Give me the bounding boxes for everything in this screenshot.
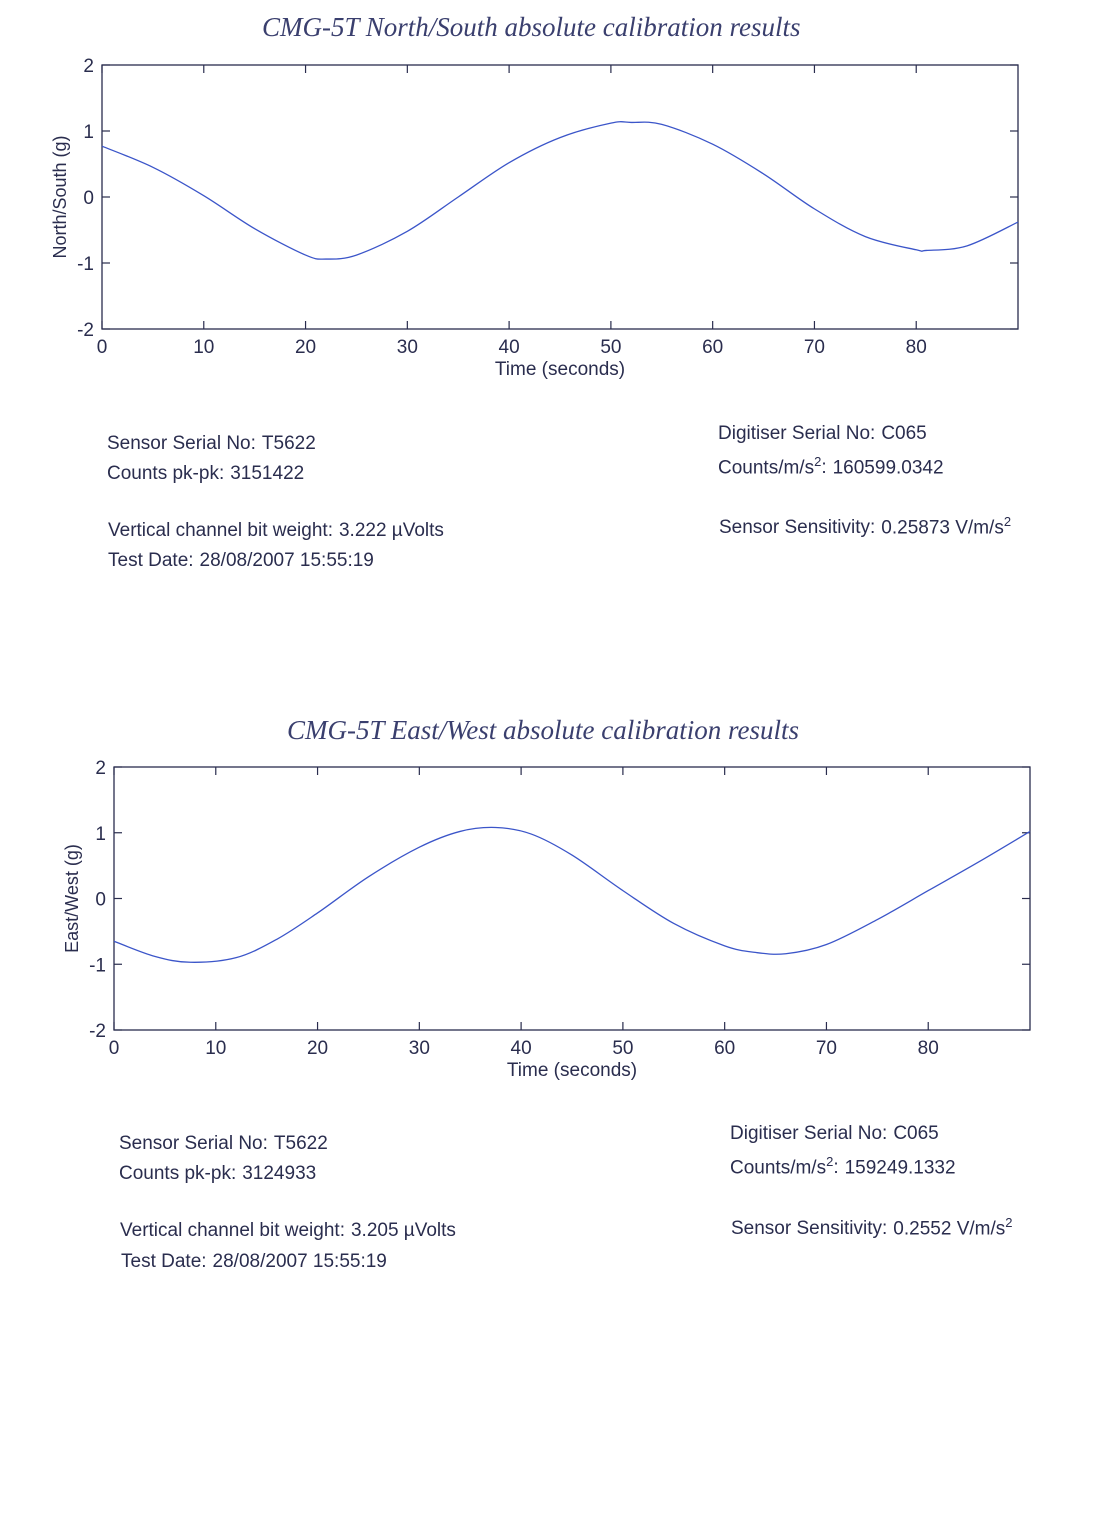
bit-weight: Vertical channel bit weight: 3.222 µVolts	[108, 520, 444, 542]
x-tick-label: 40	[499, 337, 520, 358]
x-tick-label: 30	[409, 1038, 430, 1059]
north-south-plot: 0 10 20 30 40 50 60 70 80 -2 -1 0 1 2 Time (seconds) No…	[50, 56, 1019, 380]
sensor-serial: Sensor Serial No: T5622	[107, 433, 316, 455]
series-line	[113, 826, 1031, 963]
test-date-label: Test Date:	[121, 1251, 207, 1272]
bit-weight-label: Vertical channel bit weight:	[108, 520, 333, 541]
sensor-serial-label: Sensor Serial No:	[107, 433, 256, 454]
x-tick-label: 80	[906, 337, 927, 358]
y-tick-label: -1	[89, 955, 106, 976]
x-tick-label: 50	[612, 1038, 633, 1059]
y-tick-label: 0	[83, 188, 94, 209]
x-tick-label: 0	[109, 1038, 120, 1059]
sensor-serial: Sensor Serial No: T5622	[119, 1133, 328, 1155]
sensor-sensitivity: Sensor Sensitivity: 0.25873 V/m/s2	[719, 514, 1012, 539]
counts-pkpk-value: 3124933	[242, 1163, 317, 1184]
test-date-value: 28/08/2007 15:55:19	[199, 550, 374, 571]
x-tick-label: 70	[816, 1038, 837, 1059]
counts-per-ms2-value: 160599.0342	[832, 457, 944, 479]
bit-weight-value: 3.205 µVolts	[350, 1220, 456, 1241]
plot-frame	[113, 766, 1031, 1031]
x-tick-label: 60	[702, 337, 723, 358]
plot-frame	[101, 64, 1019, 330]
sensor-serial-value: T5622	[273, 1133, 328, 1154]
bit-weight: Vertical channel bit weight: 3.205 µVolts	[120, 1220, 456, 1242]
north-south-panel: CMG-5T North/South absolute calibration …	[0, 0, 1120, 700]
counts-pkpk: Counts pk-pk: 3124933	[119, 1163, 316, 1185]
y-tick-label: -2	[77, 320, 94, 341]
x-tick-label: 10	[193, 337, 214, 358]
counts-per-ms2-label: Counts/m/s	[730, 1157, 827, 1179]
test-date-label: Test Date:	[108, 550, 194, 571]
chart-title: CMG-5T East/West absolute calibration re…	[287, 715, 800, 745]
x-tick-label: 50	[600, 337, 621, 358]
y-tick-label: 2	[95, 758, 106, 779]
y-tick-label: 0	[95, 890, 106, 911]
series-line	[101, 121, 1019, 260]
counts-pkpk-value: 3151422	[230, 463, 305, 484]
chart-title: CMG-5T North/South absolute calibration …	[262, 12, 801, 42]
test-date: Test Date: 28/08/2007 15:55:19	[121, 1251, 387, 1273]
x-tick-label: 80	[918, 1038, 939, 1059]
y-tick-label: -2	[89, 1021, 106, 1042]
counts-per-ms2: Counts/m/s2: 160599.0342	[718, 454, 944, 479]
counts-pkpk-label: Counts pk-pk:	[107, 463, 225, 484]
digitiser-serial: Digitiser Serial No: C065	[730, 1123, 939, 1145]
sensor-sensitivity: Sensor Sensitivity: 0.2552 V/m/s2	[731, 1215, 1013, 1240]
x-tick-label: 20	[307, 1038, 328, 1059]
east-west-panel: CMG-5T East/West absolute calibration re…	[0, 703, 1120, 1403]
counts-per-ms2-label: Counts/m/s	[718, 457, 815, 479]
counts-per-ms2-value: 159249.1332	[844, 1157, 956, 1179]
test-date: Test Date: 28/08/2007 15:55:19	[108, 550, 374, 572]
digitiser-serial-value: C065	[893, 1123, 939, 1144]
bit-weight-value: 3.222 µVolts	[338, 520, 444, 541]
counts-pkpk: Counts pk-pk: 3151422	[107, 463, 304, 485]
digitiser-serial: Digitiser Serial No: C065	[718, 423, 927, 445]
bit-weight-label: Vertical channel bit weight:	[120, 1220, 345, 1241]
y-axis-label: North/South (g)	[50, 135, 70, 258]
sensor-serial-value: T5622	[261, 433, 316, 454]
y-tick-label: 1	[95, 824, 106, 845]
sensitivity-value: 0.25873 V/m/s	[881, 517, 1004, 539]
y-axis-label: East/West (g)	[62, 844, 82, 953]
x-tick-label: 70	[804, 337, 825, 358]
x-tick-label: 20	[295, 337, 316, 358]
y-tick-label: 2	[83, 56, 94, 77]
digitiser-serial-value: C065	[881, 423, 927, 444]
counts-pkpk-label: Counts pk-pk:	[119, 1163, 237, 1184]
sensitivity-value: 0.2552 V/m/s	[893, 1218, 1006, 1240]
digitiser-serial-label: Digitiser Serial No:	[730, 1123, 888, 1144]
x-tick-label: 30	[397, 337, 418, 358]
counts-per-ms2: Counts/m/s2: 159249.1332	[730, 1154, 956, 1179]
x-axis-label: Time (seconds)	[495, 359, 625, 380]
sensitivity-label: Sensor Sensitivity:	[731, 1218, 888, 1240]
x-tick-label: 40	[511, 1038, 532, 1059]
y-tick-label: -1	[77, 254, 94, 275]
x-tick-label: 60	[714, 1038, 735, 1059]
test-date-value: 28/08/2007 15:55:19	[212, 1251, 387, 1272]
x-tick-label: 10	[205, 1038, 226, 1059]
x-axis-label: Time (seconds)	[507, 1060, 637, 1081]
x-tick-label: 0	[97, 337, 108, 358]
sensor-serial-label: Sensor Serial No:	[119, 1133, 268, 1154]
digitiser-serial-label: Digitiser Serial No:	[718, 423, 876, 444]
y-tick-label: 1	[83, 122, 94, 143]
east-west-plot: 0 10 20 30 40 50 60 70 80 -2 -1 0 1 2 Time (seconds) Ea…	[62, 758, 1031, 1081]
sensitivity-label: Sensor Sensitivity:	[719, 517, 876, 539]
